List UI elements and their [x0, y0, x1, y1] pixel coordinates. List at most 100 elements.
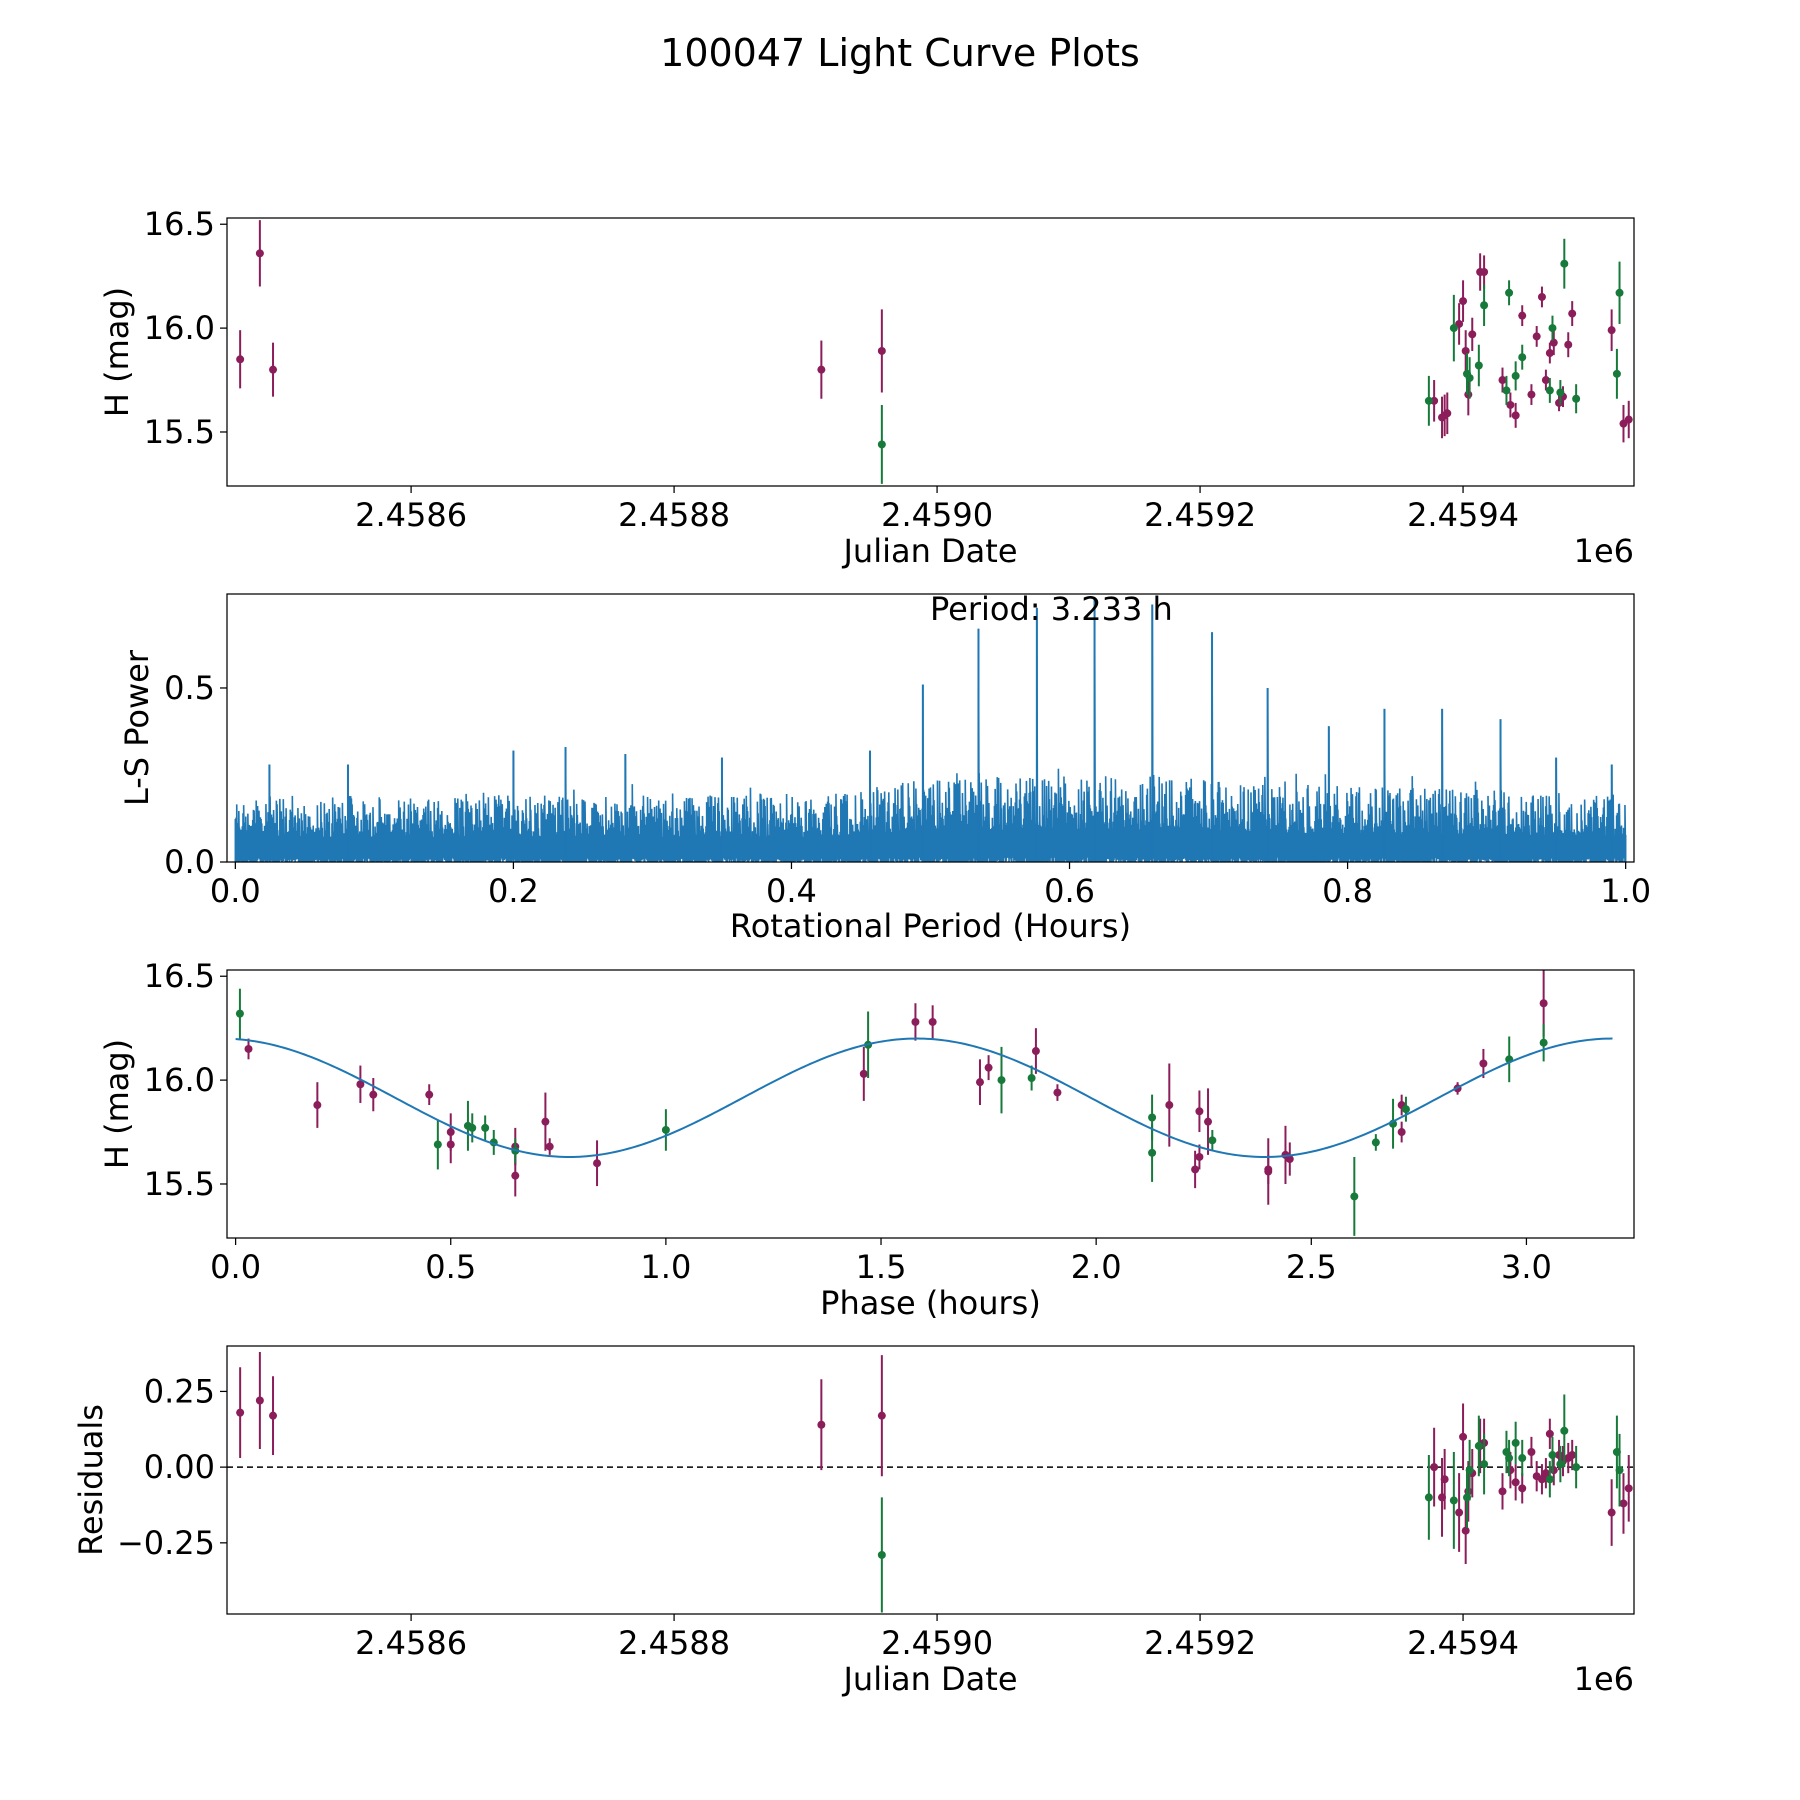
- green-data-point: [1560, 259, 1569, 268]
- magenta-data-point: [1468, 330, 1477, 339]
- magenta-data-point: [1549, 1466, 1558, 1475]
- residual-x-ticks: 2.4586 2.4588 2.4590 2.4592 2.4594: [355, 1614, 1519, 1662]
- magenta-data-point: [1455, 1508, 1464, 1517]
- magenta-data-point: [1607, 1508, 1616, 1517]
- periodogram-x-axis-label: Rotational Period (Hours): [730, 907, 1131, 945]
- magenta-data-point: [1459, 297, 1468, 306]
- magenta-data-point: [1537, 1475, 1546, 1484]
- green-data-point: [1502, 386, 1511, 395]
- magenta-data-point: [1498, 1487, 1507, 1496]
- magenta-data-point: [255, 249, 264, 258]
- magenta-data-point: [356, 1080, 365, 1089]
- magenta-data-point: [1479, 1059, 1488, 1068]
- period-annotation: Period: 3.233 h: [930, 590, 1173, 628]
- phase-x-axis-label: Phase (hours): [820, 1284, 1041, 1322]
- magenta-data-point: [1568, 309, 1577, 318]
- green-data-point: [1615, 288, 1624, 297]
- magenta-data-point: [1532, 332, 1541, 341]
- x-tick-label: 0.0: [210, 1248, 261, 1286]
- green-data-point: [877, 440, 886, 449]
- green-data-point: [1424, 396, 1433, 405]
- x-tick-label: 3.0: [1501, 1248, 1552, 1286]
- green-data-point: [1350, 1192, 1359, 1201]
- green-data-point: [1148, 1113, 1157, 1122]
- green-data-point: [1539, 1038, 1548, 1047]
- periodogram-y-ticks: 0.0 0.5: [164, 669, 227, 881]
- raw-x-ticks: 2.4586 2.4588 2.4590 2.4592 2.4594: [355, 486, 1519, 534]
- residual-y-ticks: 0.25 0.00 −0.25: [117, 1372, 227, 1562]
- raw-y-ticks: 15.5 16.0 16.5: [144, 205, 227, 451]
- y-tick-label: 15.5: [144, 413, 215, 451]
- green-data-point: [1474, 361, 1483, 370]
- green-data-point: [1480, 301, 1489, 310]
- magenta-data-point: [1461, 346, 1470, 355]
- green-data-point: [1615, 1466, 1624, 1475]
- magenta-data-point: [1053, 1088, 1062, 1097]
- magenta-data-point: [1031, 1047, 1040, 1056]
- green-data-point: [1371, 1138, 1380, 1147]
- phase-axes-frame: [226, 969, 1635, 1239]
- y-tick-label: 0.00: [144, 1448, 215, 1486]
- panel-periodogram: 0.0 0.2 0.4 0.6 0.8 1.0 0.0 0.5 Period: 3.233 …: [118, 590, 1651, 945]
- magenta-data-point: [244, 1044, 253, 1053]
- magenta-data-point: [1397, 1128, 1406, 1137]
- green-data-point: [1505, 288, 1514, 297]
- figure-title: 100047 Light Curve Plots: [660, 31, 1140, 75]
- residual-axes-frame: [226, 1345, 1635, 1615]
- x-tick-label: 2.4588: [618, 496, 730, 534]
- green-data-point: [1572, 394, 1581, 403]
- magenta-data-point: [1440, 1475, 1449, 1484]
- magenta-data-point: [1191, 1165, 1200, 1174]
- y-tick-label: 0.25: [144, 1372, 215, 1410]
- magenta-data-point: [877, 346, 886, 355]
- x-tick-label: 2.4590: [881, 1624, 993, 1662]
- green-data-point: [1518, 353, 1527, 362]
- raw-x-offset-label: 1e6: [1574, 532, 1634, 570]
- x-tick-label: 2.4592: [1144, 1624, 1256, 1662]
- magenta-data-point: [1607, 326, 1616, 335]
- x-tick-label: 0.5: [425, 1248, 476, 1286]
- magenta-data-point: [1539, 999, 1548, 1008]
- green-data-point: [1545, 386, 1554, 395]
- x-tick-label: 0.6: [1044, 872, 1095, 910]
- magenta-data-point: [1459, 1432, 1468, 1441]
- magenta-data-point: [1624, 1484, 1633, 1493]
- magenta-data-point: [1549, 338, 1558, 347]
- magenta-data-point: [859, 1069, 868, 1078]
- y-tick-label: −0.25: [117, 1524, 215, 1562]
- periodogram-marks: [234, 597, 1627, 862]
- magenta-data-point: [545, 1142, 554, 1151]
- green-data-point: [1548, 324, 1557, 333]
- green-data-point: [1518, 1454, 1527, 1463]
- green-data-point: [997, 1076, 1006, 1085]
- magenta-data-point: [1527, 1447, 1536, 1456]
- panel-residuals: 2.4586 2.4588 2.4590 2.4592 2.4594 0.25 0.00 −…: [72, 1345, 1635, 1698]
- green-data-point: [481, 1123, 490, 1132]
- magenta-data-point: [817, 1420, 826, 1429]
- x-tick-label: 1.0: [1600, 872, 1651, 910]
- green-data-point: [1449, 324, 1458, 333]
- phase-y-ticks: 15.5 16.0 16.5: [144, 957, 227, 1203]
- green-data-point: [433, 1140, 442, 1149]
- x-tick-label: 2.4588: [618, 1624, 730, 1662]
- magenta-data-point: [984, 1063, 993, 1072]
- magenta-data-point: [1195, 1107, 1204, 1116]
- magenta-data-point: [1541, 376, 1550, 385]
- green-data-point: [1612, 369, 1621, 378]
- magenta-data-point: [1541, 1469, 1550, 1478]
- x-tick-label: 2.5: [1286, 1248, 1337, 1286]
- x-tick-label: 0.8: [1322, 872, 1373, 910]
- magenta-data-point: [446, 1140, 455, 1149]
- green-data-point: [1511, 1438, 1520, 1447]
- magenta-data-point: [1527, 390, 1536, 399]
- raw-axes-frame: [226, 217, 1635, 487]
- y-tick-label: 15.5: [144, 1165, 215, 1203]
- green-data-point: [468, 1123, 477, 1132]
- magenta-data-point: [1511, 1478, 1520, 1487]
- phase-folded-marks: [235, 970, 1613, 1236]
- magenta-data-point: [593, 1159, 602, 1168]
- green-data-point: [1474, 1441, 1483, 1450]
- green-data-point: [1465, 373, 1474, 382]
- green-data-point: [235, 1009, 244, 1018]
- magenta-data-point: [1545, 349, 1554, 358]
